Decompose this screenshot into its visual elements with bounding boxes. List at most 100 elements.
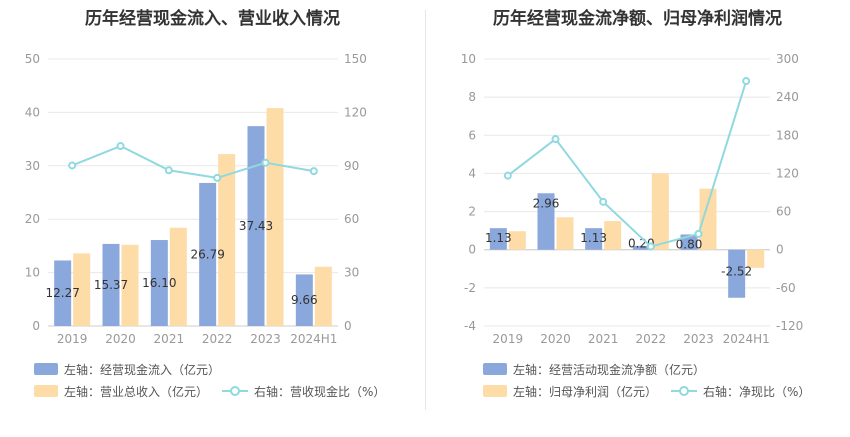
- bar-orange[interactable]: [73, 253, 91, 326]
- x-tick-label: 2022: [202, 332, 233, 346]
- x-tick-label: 2024H1: [290, 332, 337, 346]
- ratio-line-point[interactable]: [646, 242, 655, 251]
- right-legend-item-netcash[interactable]: 左轴：经营活动现金流净额（亿元）: [483, 361, 705, 378]
- bar-orange[interactable]: [266, 108, 284, 327]
- y-right-tick-label: 60: [344, 212, 359, 226]
- legend-swatch-blue: [34, 363, 58, 375]
- right-legend-item-ratio[interactable]: 右轴：净现比（%）: [671, 383, 810, 400]
- bar-data-label: 9.66: [291, 293, 318, 307]
- ratio-line: [507, 80, 748, 248]
- x-tick-label: 2022: [636, 332, 667, 346]
- y-left-tick-label: 10: [461, 52, 476, 66]
- bar-blue[interactable]: [102, 243, 120, 326]
- y-right-tick-label: 0: [776, 243, 784, 257]
- y-left-tick-label: -2: [464, 281, 476, 295]
- ratio-line-point[interactable]: [503, 171, 512, 180]
- legend-swatch-orange: [34, 385, 58, 397]
- ratio-line-point[interactable]: [694, 229, 703, 238]
- bar-blue[interactable]: [295, 274, 313, 326]
- bar-data-label: 12.27: [45, 286, 79, 300]
- bar-blue[interactable]: [247, 126, 265, 326]
- y-right-tick-label: 240: [776, 90, 799, 104]
- bar-orange[interactable]: [651, 173, 669, 250]
- x-tick-label: 2021: [154, 332, 185, 346]
- legend-swatch-blue: [483, 363, 507, 375]
- y-right-tick-label: -120: [776, 319, 803, 333]
- ratio-line-point[interactable]: [742, 77, 751, 86]
- x-tick-label: 2023: [683, 332, 714, 346]
- y-left-tick-label: 8: [468, 90, 476, 104]
- y-left-tick-label: 10: [25, 266, 40, 280]
- ratio-line-point[interactable]: [164, 166, 173, 175]
- y-left-tick-label: 40: [25, 105, 40, 119]
- bar-data-label: 0.80: [676, 237, 703, 251]
- x-tick-label: 2019: [493, 332, 524, 346]
- legend-label: 左轴：营业总收入（亿元）: [64, 384, 209, 399]
- ratio-line-point[interactable]: [309, 167, 318, 176]
- right-legend-row-1: 左轴：经营活动现金流净额（亿元）: [483, 360, 719, 378]
- bar-blue[interactable]: [150, 240, 168, 326]
- bar-orange[interactable]: [556, 217, 574, 250]
- bar-orange[interactable]: [314, 266, 332, 326]
- bar-data-label: 15.37: [94, 278, 128, 292]
- ratio-line-point[interactable]: [599, 197, 608, 206]
- left-legend-item-inflow[interactable]: 左轴：经营现金流入（亿元）: [34, 361, 220, 378]
- bar-orange[interactable]: [121, 244, 139, 326]
- panel-divider: [425, 10, 426, 410]
- x-tick-label: 2020: [105, 332, 136, 346]
- y-left-tick-label: 20: [25, 212, 40, 226]
- legend-swatch-orange: [483, 385, 507, 397]
- legend-line-marker-icon: [671, 385, 698, 397]
- left-chart-panel: 历年经营现金流入、营业收入情况 0 10 20 30 40 50 0 30 60 90 120 150…: [25, 9, 399, 400]
- right-legend-row-2: 左轴：归母净利润（亿元） 右轴：净现比（%）: [483, 382, 824, 400]
- x-tick-label: 2023: [250, 332, 281, 346]
- bar-orange[interactable]: [699, 188, 717, 250]
- bar-blue[interactable]: [537, 193, 555, 250]
- y-left-tick-label: 0: [468, 243, 476, 257]
- left-legend-row-1: 左轴：经营现金流入（亿元）: [34, 360, 234, 378]
- bar-data-label: 1.13: [580, 231, 607, 245]
- left-chart-svg: 0 10 20 30 40 50 0 30 60 90 120 150 2019 2020 2021 2022…: [25, 52, 367, 346]
- right-chart-svg: -4 -2 0 2 4 6 8 10 -120 -60 0 60 120 180 240 300 2019 202…: [461, 52, 804, 346]
- right-chart-title: 历年经营现金流净额、归母净利润情况: [493, 9, 782, 29]
- y-right-tick-label: 60: [776, 205, 791, 219]
- y-left-tick-label: 4: [468, 166, 476, 180]
- legend-label: 右轴：营收现金比（%）: [254, 384, 386, 399]
- ratio-line-point[interactable]: [116, 142, 125, 151]
- bar-blue[interactable]: [728, 249, 746, 298]
- bar-orange[interactable]: [508, 231, 526, 250]
- bar-orange[interactable]: [604, 221, 622, 250]
- left-legend-item-revenue[interactable]: 左轴：营业总收入（亿元）: [34, 383, 208, 400]
- ratio-line-point[interactable]: [68, 161, 77, 170]
- legend-line-marker-icon: [222, 385, 249, 397]
- legend-label: 左轴：经营活动现金流净额（亿元）: [513, 362, 706, 377]
- bar-blue[interactable]: [489, 228, 507, 250]
- ratio-line: [71, 144, 315, 179]
- y-right-tick-label: 0: [344, 319, 352, 333]
- bar-data-label: 16.10: [142, 276, 176, 290]
- left-chart-title: 历年经营现金流入、营业收入情况: [85, 9, 340, 29]
- ratio-line-point[interactable]: [261, 158, 270, 167]
- x-tick-label: 2019: [57, 332, 88, 346]
- legend-label: 右轴：净现比（%）: [703, 384, 811, 399]
- bar-data-label: 37.43: [239, 219, 273, 233]
- x-tick-label: 2024H1: [723, 332, 770, 346]
- ratio-line-point[interactable]: [213, 173, 222, 182]
- bar-blue[interactable]: [199, 182, 217, 326]
- right-legend-item-netprofit[interactable]: 左轴：归母净利润（亿元）: [483, 383, 657, 400]
- bar-orange[interactable]: [169, 227, 187, 326]
- bar-orange[interactable]: [747, 249, 765, 268]
- y-right-tick-label: 180: [776, 128, 799, 142]
- bar-data-label: 1.13: [485, 231, 512, 245]
- left-legend-row-2: 左轴：营业总收入（亿元） 右轴：营收现金比（%）: [34, 382, 399, 400]
- bar-blue[interactable]: [54, 260, 72, 326]
- bar-data-label: 26.79: [190, 247, 224, 261]
- ratio-line-point[interactable]: [551, 135, 560, 144]
- bar-blue[interactable]: [585, 228, 603, 250]
- bar-data-label: 2.96: [533, 196, 560, 210]
- left-legend-item-ratio[interactable]: 右轴：营收现金比（%）: [222, 383, 385, 400]
- bar-blue[interactable]: [632, 245, 650, 250]
- bar-orange[interactable]: [218, 154, 236, 326]
- y-right-tick-label: -60: [776, 281, 796, 295]
- x-tick-label: 2021: [588, 332, 619, 346]
